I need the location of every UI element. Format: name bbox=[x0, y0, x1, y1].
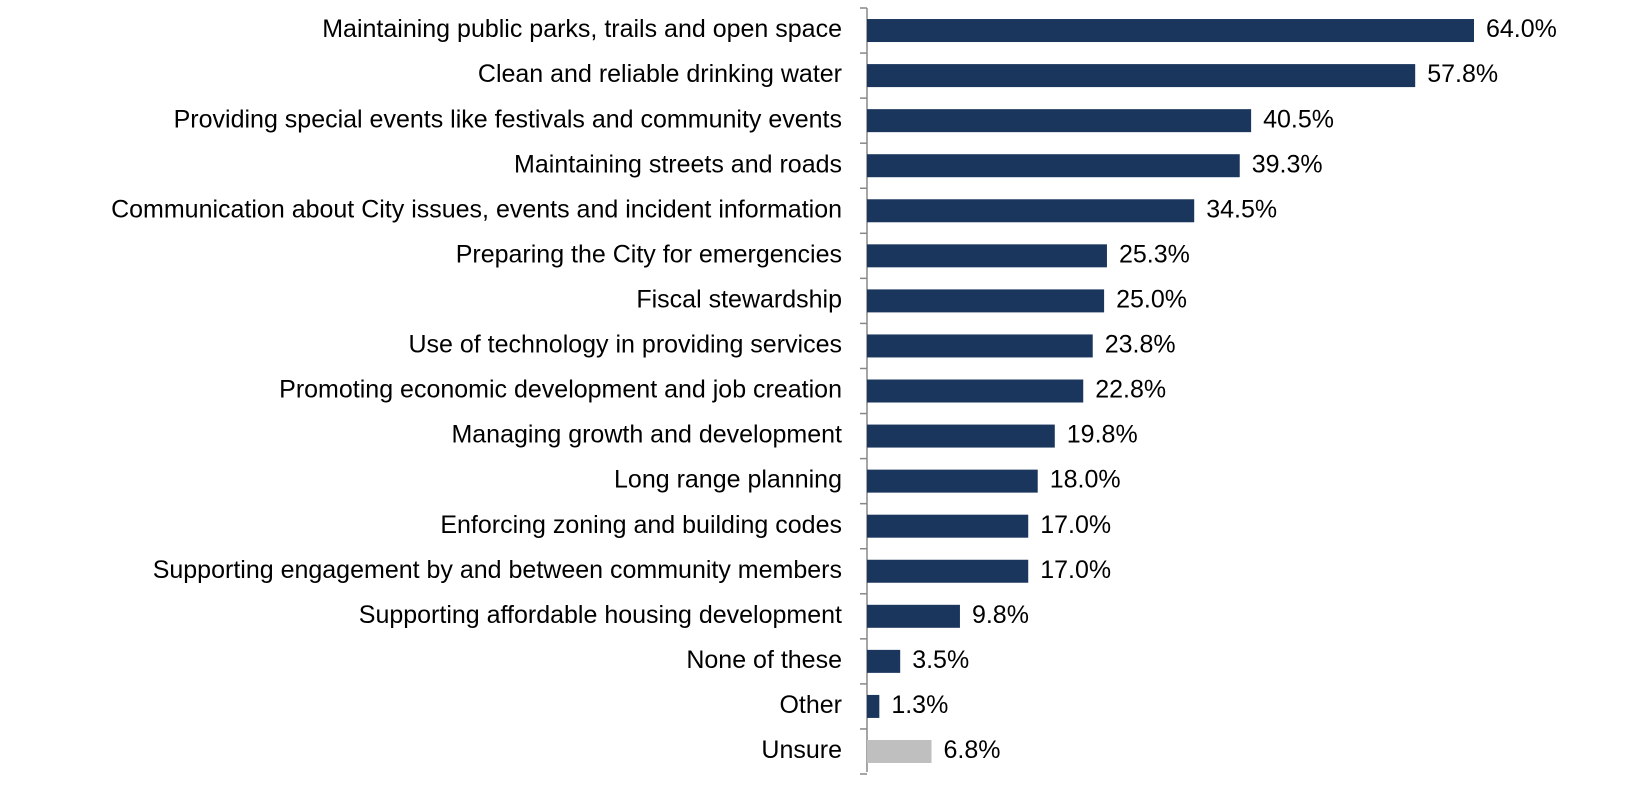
bar bbox=[867, 64, 1416, 88]
bar bbox=[867, 109, 1252, 133]
category-label: Providing special events like festivals … bbox=[174, 105, 842, 133]
category-label: Clean and reliable drinking water bbox=[478, 60, 842, 88]
value-label: 39.3% bbox=[1252, 150, 1323, 178]
category-label: Enforcing zoning and building codes bbox=[440, 511, 842, 539]
value-label: 17.0% bbox=[1040, 511, 1111, 539]
value-label: 18.0% bbox=[1050, 466, 1121, 494]
bar bbox=[867, 334, 1093, 358]
category-label: Maintaining streets and roads bbox=[514, 150, 842, 178]
value-label: 19.8% bbox=[1067, 421, 1138, 449]
bar bbox=[867, 19, 1474, 43]
category-label: Communication about City issues, events … bbox=[111, 195, 842, 223]
bar bbox=[867, 559, 1029, 583]
value-label: 9.8% bbox=[972, 601, 1029, 629]
value-label: 3.5% bbox=[912, 646, 969, 674]
value-label: 1.3% bbox=[891, 691, 948, 719]
value-label: 25.0% bbox=[1116, 285, 1187, 313]
bar bbox=[867, 739, 932, 763]
category-label: Managing growth and development bbox=[451, 421, 842, 449]
bar bbox=[867, 649, 901, 673]
category-label: None of these bbox=[686, 646, 842, 674]
value-label: 22.8% bbox=[1095, 376, 1166, 404]
category-label: Supporting engagement by and between com… bbox=[153, 556, 842, 584]
bar bbox=[867, 469, 1038, 493]
value-label: 17.0% bbox=[1040, 556, 1111, 584]
value-label: 25.3% bbox=[1119, 240, 1190, 268]
bar bbox=[867, 379, 1084, 403]
value-label: 34.5% bbox=[1206, 195, 1277, 223]
bar bbox=[867, 199, 1195, 223]
category-label: Long range planning bbox=[614, 466, 842, 494]
bar bbox=[867, 514, 1029, 538]
bar bbox=[867, 604, 960, 628]
value-label: 6.8% bbox=[943, 736, 1000, 764]
bar bbox=[867, 289, 1105, 313]
category-label: Maintaining public parks, trails and ope… bbox=[322, 15, 842, 43]
bar bbox=[867, 244, 1107, 268]
bar bbox=[867, 694, 880, 718]
value-label: 40.5% bbox=[1263, 105, 1334, 133]
bar bbox=[867, 424, 1055, 448]
category-label: Other bbox=[779, 691, 842, 719]
value-label: 57.8% bbox=[1427, 60, 1498, 88]
bar bbox=[867, 154, 1240, 178]
category-label: Use of technology in providing services bbox=[408, 331, 842, 359]
category-label: Preparing the City for emergencies bbox=[456, 240, 842, 268]
category-label: Unsure bbox=[761, 736, 842, 764]
category-label: Fiscal stewardship bbox=[636, 285, 842, 313]
category-label: Promoting economic development and job c… bbox=[279, 376, 842, 404]
category-label: Supporting affordable housing developmen… bbox=[359, 601, 842, 629]
value-label: 64.0% bbox=[1486, 15, 1557, 43]
value-label: 23.8% bbox=[1105, 331, 1176, 359]
